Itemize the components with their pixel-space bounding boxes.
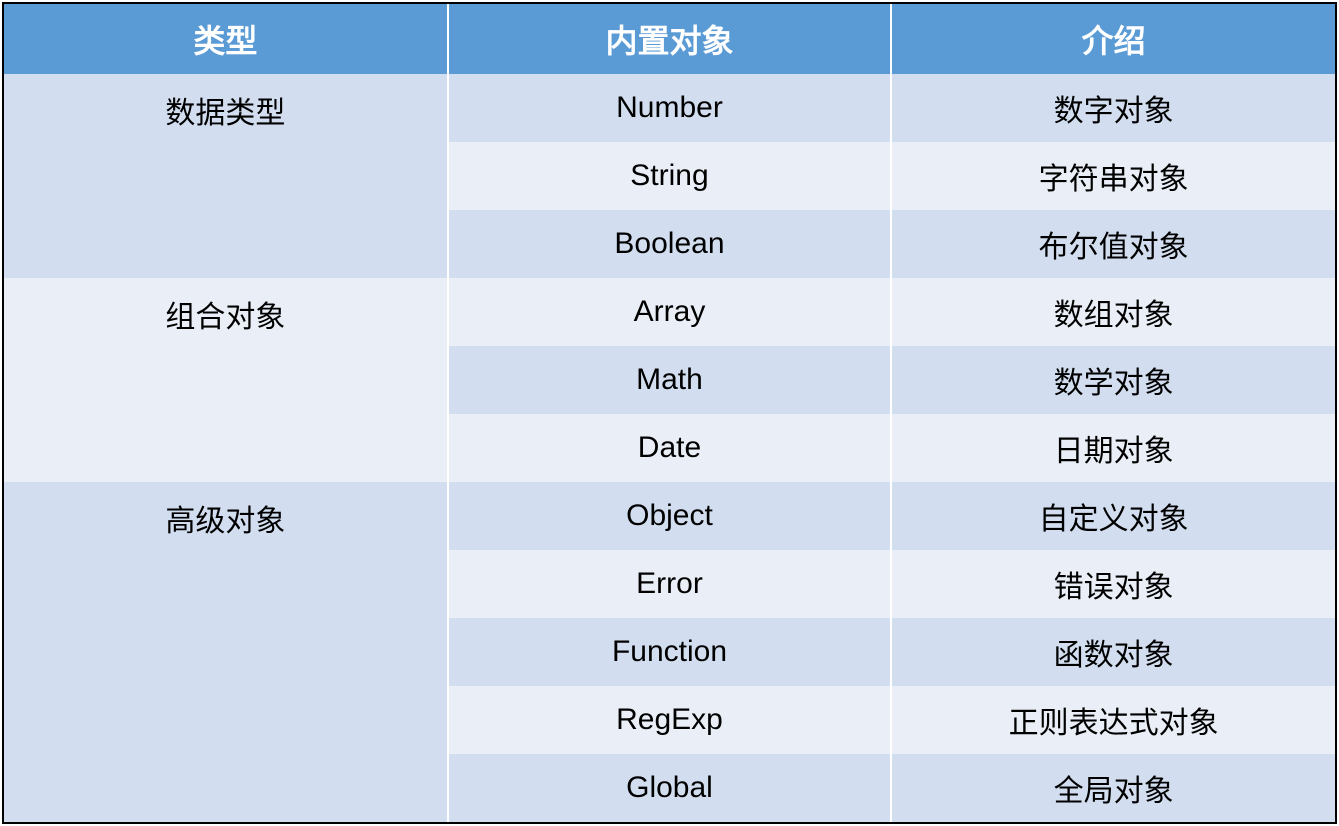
desc-cell: 错误对象 (891, 550, 1335, 618)
desc-cell: 自定义对象 (891, 482, 1335, 550)
object-cell: Date (448, 414, 892, 482)
table-body: 数据类型 Number 数字对象 String 字符串对象 Boolean 布尔… (4, 74, 1335, 822)
desc-cell: 数组对象 (891, 278, 1335, 346)
desc-cell: 日期对象 (891, 414, 1335, 482)
builtin-objects-table-container: 类型 内置对象 介绍 数据类型 Number 数字对象 String 字符串对象… (2, 2, 1337, 824)
object-cell: RegExp (448, 686, 892, 754)
desc-cell: 数学对象 (891, 346, 1335, 414)
header-desc: 介绍 (891, 4, 1335, 74)
object-cell: Array (448, 278, 892, 346)
table-row: 高级对象 Object 自定义对象 (4, 482, 1335, 550)
desc-cell: 字符串对象 (891, 142, 1335, 210)
object-cell: Function (448, 618, 892, 686)
category-cell: 组合对象 (4, 278, 448, 482)
category-cell: 高级对象 (4, 482, 448, 822)
builtin-objects-table: 类型 内置对象 介绍 数据类型 Number 数字对象 String 字符串对象… (4, 4, 1335, 822)
table-header-row: 类型 内置对象 介绍 (4, 4, 1335, 74)
header-type: 类型 (4, 4, 448, 74)
object-cell: Global (448, 754, 892, 822)
desc-cell: 全局对象 (891, 754, 1335, 822)
desc-cell: 布尔值对象 (891, 210, 1335, 278)
object-cell: Math (448, 346, 892, 414)
table-row: 数据类型 Number 数字对象 (4, 74, 1335, 142)
desc-cell: 正则表达式对象 (891, 686, 1335, 754)
desc-cell: 数字对象 (891, 74, 1335, 142)
table-row: 组合对象 Array 数组对象 (4, 278, 1335, 346)
object-cell: Boolean (448, 210, 892, 278)
object-cell: Error (448, 550, 892, 618)
object-cell: String (448, 142, 892, 210)
category-cell: 数据类型 (4, 74, 448, 278)
header-object: 内置对象 (448, 4, 892, 74)
object-cell: Number (448, 74, 892, 142)
desc-cell: 函数对象 (891, 618, 1335, 686)
object-cell: Object (448, 482, 892, 550)
